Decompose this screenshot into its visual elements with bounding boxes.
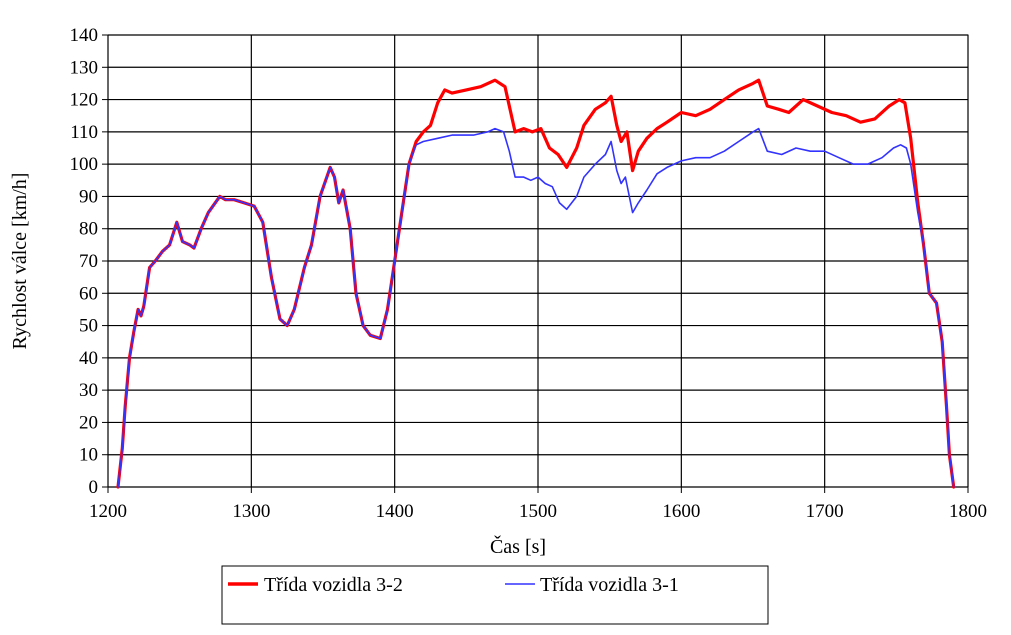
x-tick-label: 1400 [376, 501, 414, 522]
series-layer [116, 78, 956, 489]
x-tick-label: 1600 [662, 501, 700, 522]
grid [102, 34, 969, 493]
plot-frame [107, 34, 969, 488]
y-tick-label: 0 [89, 477, 99, 498]
series-line-0 [116, 78, 956, 489]
x-tick-label: 1800 [949, 501, 987, 522]
y-tick-label: 110 [70, 122, 98, 143]
y-tick-label: 140 [70, 25, 99, 46]
y-tick-label: 40 [79, 348, 98, 369]
y-tick-label: 50 [79, 316, 98, 337]
y-tick-label: 60 [79, 283, 98, 304]
y-tick-label: 90 [79, 186, 98, 207]
x-tick-label: 1200 [89, 501, 127, 522]
y-tick-label: 80 [79, 219, 98, 240]
legend-box [221, 565, 769, 625]
legend: Třída vozidla 3-2 Třída vozidla 3-1 [221, 565, 769, 625]
legend-entry-trida-3-1: Třída vozidla 3-1 [540, 574, 679, 596]
y-tick-label: 130 [70, 57, 99, 78]
y-tick-label: 10 [79, 445, 98, 466]
tick-labels: 0 10 20 30 40 50 60 70 80 90 100 110 120 130 140 1200 13… [70, 25, 988, 522]
y-axis-label: Rychlost válce [km/h] [9, 173, 31, 350]
x-axis-label: Čas [s] [490, 534, 546, 558]
series-line-1 [117, 127, 955, 488]
x-tick-label: 1700 [806, 501, 844, 522]
x-tick-label: 1500 [519, 501, 557, 522]
x-tick-label: 1300 [232, 501, 270, 522]
y-tick-label: 70 [79, 251, 98, 272]
legend-entry-trida-3-2: Třída vozidla 3-2 [264, 574, 403, 596]
y-tick-label: 120 [70, 90, 99, 111]
y-tick-label: 100 [70, 154, 99, 175]
y-tick-label: 20 [79, 412, 98, 433]
y-tick-label: 30 [79, 380, 98, 401]
